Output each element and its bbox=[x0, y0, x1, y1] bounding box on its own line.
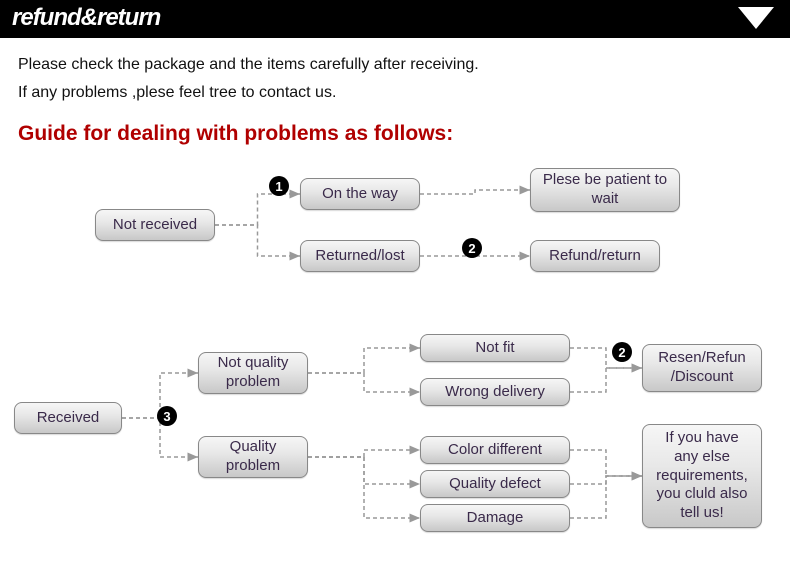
header: refund&return bbox=[0, 0, 790, 38]
intro-line-2: If any problems ,plese feel tree to cont… bbox=[18, 84, 772, 102]
node-received: Received bbox=[14, 402, 122, 434]
node-resend: Resen/Refun /Discount bbox=[642, 344, 762, 392]
intro-text: Please check the package and the items c… bbox=[0, 38, 790, 118]
node-not-fit: Not fit bbox=[420, 334, 570, 362]
edge-not_quality-wrong_delivery bbox=[308, 373, 420, 392]
node-not-received: Not received bbox=[95, 209, 215, 241]
edge-not_quality-not_fit bbox=[308, 348, 420, 373]
node-returned-lost: Returned/lost bbox=[300, 240, 420, 272]
edge-damage-other bbox=[570, 476, 642, 518]
edge-not_received-on_the_way bbox=[215, 194, 300, 225]
edge-quality-damage bbox=[308, 457, 420, 518]
edge-quality_defect-other bbox=[570, 476, 642, 484]
node-other: If you have any else requirements, you c… bbox=[642, 424, 762, 528]
node-damage: Damage bbox=[420, 504, 570, 532]
badge-b1: 1 bbox=[269, 176, 289, 196]
node-quality: Quality problem bbox=[198, 436, 308, 478]
node-not-quality: Not quality problem bbox=[198, 352, 308, 394]
flowchart-canvas: Not received On the way Returned/lost Plese… bbox=[0, 154, 790, 574]
intro-line-1: Please check the package and the items c… bbox=[18, 56, 772, 74]
badge-b2: 2 bbox=[462, 238, 482, 258]
arrow-down-icon bbox=[738, 7, 774, 29]
node-wrong-delivery: Wrong delivery bbox=[420, 378, 570, 406]
edge-not_received-returned_lost bbox=[215, 225, 300, 256]
node-color-diff: Color different bbox=[420, 436, 570, 464]
edge-quality-color_diff bbox=[308, 450, 420, 457]
badge-b4: 2 bbox=[612, 342, 632, 362]
edge-color_diff-other bbox=[570, 450, 642, 476]
edge-wrong_delivery-resend bbox=[570, 368, 642, 392]
guide-title: Guide for dealing with problems as follo… bbox=[0, 118, 790, 154]
node-refund-return: Refund/return bbox=[530, 240, 660, 272]
edge-quality-quality_defect bbox=[308, 457, 420, 484]
node-on-the-way: On the way bbox=[300, 178, 420, 210]
header-title: refund&return bbox=[12, 4, 160, 32]
badge-b3: 3 bbox=[157, 406, 177, 426]
node-quality-defect: Quality defect bbox=[420, 470, 570, 498]
node-patient: Plese be patient to wait bbox=[530, 168, 680, 212]
edge-on_the_way-patient bbox=[420, 190, 530, 194]
